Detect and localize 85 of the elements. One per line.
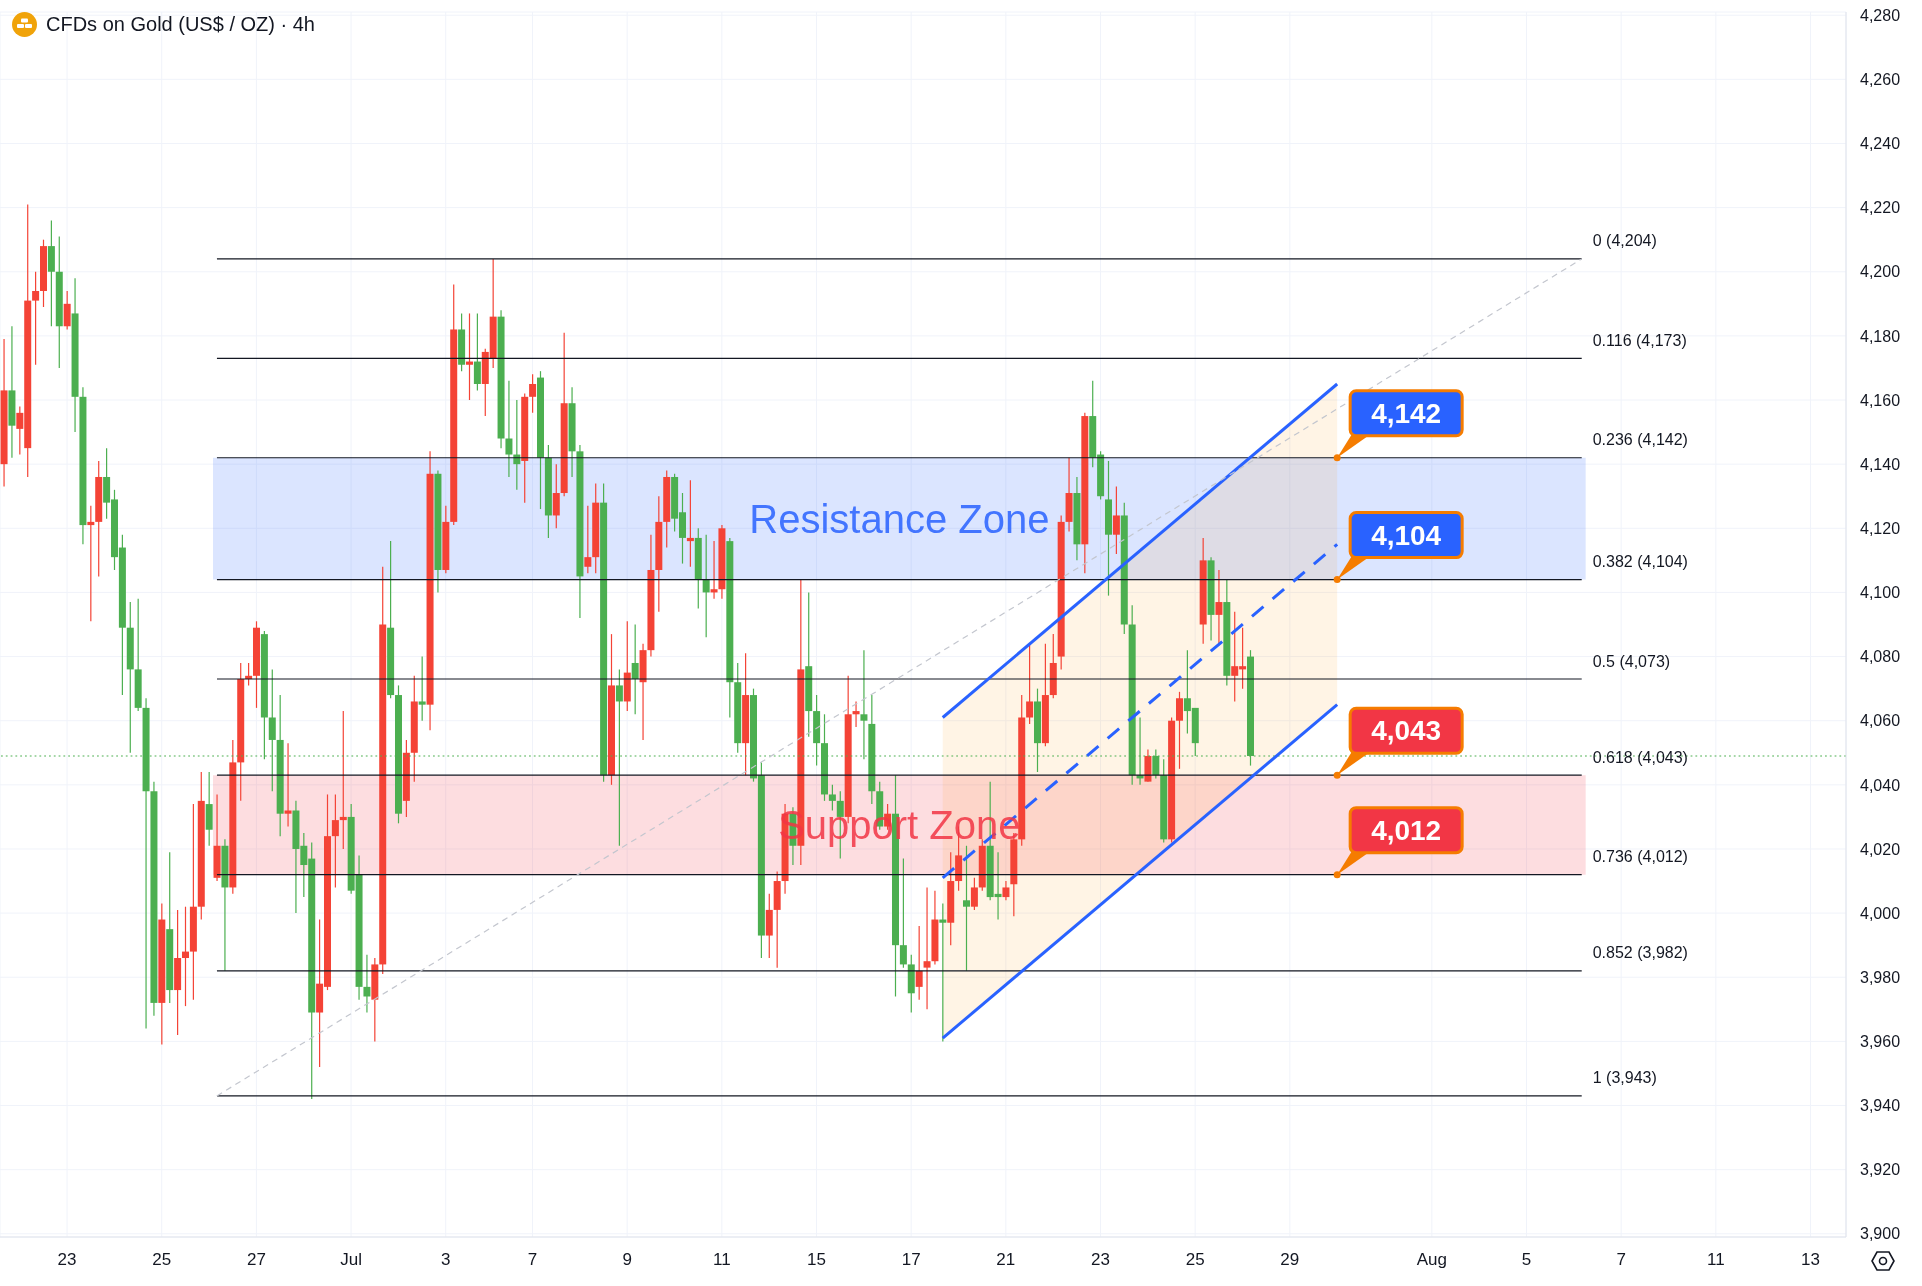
- x-tick-label: 23: [57, 1250, 77, 1270]
- candlestick: [852, 700, 860, 728]
- candlestick: [32, 271, 40, 366]
- candlestick: [631, 623, 639, 715]
- ref-line-label: 0 (4,204): [1592, 232, 1657, 250]
- band-label: Resistance Zone: [749, 496, 1050, 541]
- y-tick-label: 4,020: [1860, 840, 1901, 858]
- x-tick-label: 3: [440, 1250, 451, 1270]
- y-tick-label: 4,220: [1860, 199, 1901, 217]
- x-tick-label: 7: [527, 1250, 538, 1270]
- candlestick: [529, 373, 537, 414]
- candlestick: [963, 845, 970, 972]
- x-tick-label: 5: [1521, 1250, 1532, 1270]
- ref-line-label: 0.116 (4,173): [1592, 331, 1687, 349]
- annotation: 4,104: [1371, 519, 1442, 551]
- y-tick-label: 4,100: [1860, 584, 1901, 602]
- ref-line-label: 0.852 (3,982): [1592, 944, 1688, 962]
- x-tick-label: Aug: [1416, 1250, 1447, 1270]
- ref-line-label: 1 (3,943): [1592, 1069, 1657, 1087]
- x-tick-label: 17: [901, 1250, 921, 1270]
- candlestick: [552, 463, 560, 529]
- y-tick-label: 3,940: [1860, 1097, 1901, 1115]
- candlestick: [915, 925, 923, 1001]
- candlestick: [1002, 880, 1010, 901]
- y-tick-label: 3,980: [1860, 968, 1901, 986]
- candlestick: [923, 886, 931, 1010]
- candlestick: [686, 479, 694, 568]
- y-tick-label: 4,140: [1860, 455, 1901, 473]
- candlestick: [1026, 643, 1034, 725]
- y-tick-label: 4,200: [1860, 263, 1901, 281]
- candlestick: [1215, 569, 1223, 645]
- y-tick-label: 4,280: [1860, 6, 1901, 24]
- candlestick: [1112, 486, 1120, 555]
- x-tick-label: 27: [246, 1250, 266, 1270]
- y-tick-label: 3,920: [1860, 1161, 1901, 1179]
- candlestick: [702, 534, 710, 638]
- chart-title: CFDs on Gold (US$ / OZ) · 4h: [46, 12, 315, 37]
- x-tick-label: 15: [807, 1250, 826, 1270]
- candlestick: [87, 505, 95, 622]
- x-tick-label: 21: [996, 1250, 1016, 1270]
- y-tick-label: 4,160: [1860, 391, 1901, 409]
- annotation: 4,142: [1371, 397, 1442, 429]
- x-tick-label: 29: [1280, 1250, 1300, 1270]
- candlestick: [939, 902, 947, 1042]
- candlestick: [710, 540, 718, 600]
- ref-line-label: 0.618 (4,043): [1592, 748, 1688, 766]
- annotation: 4,043: [1371, 715, 1442, 747]
- ref-line-label: 0.5 (4,073): [1592, 652, 1671, 670]
- candlestick: [970, 877, 978, 911]
- x-tick-label: 23: [1091, 1250, 1110, 1270]
- y-tick-label: 4,000: [1860, 904, 1901, 922]
- candlestick: [63, 290, 71, 331]
- x-tick-label: 25: [1185, 1250, 1205, 1270]
- y-tick-label: 4,180: [1860, 327, 1901, 345]
- y-tick-label: 4,060: [1860, 712, 1901, 730]
- x-tick-label: 13: [1801, 1250, 1820, 1270]
- candlestick: [418, 655, 426, 722]
- candlestick: [284, 742, 292, 828]
- y-tick-label: 4,080: [1860, 648, 1901, 666]
- candlestick: [473, 312, 481, 391]
- candlestick: [331, 793, 339, 889]
- ref-line-label: 0.382 (4,104): [1592, 553, 1688, 571]
- x-tick-label: 25: [152, 1250, 172, 1270]
- candlestick: [363, 954, 371, 1014]
- y-tick-label: 3,900: [1860, 1225, 1901, 1243]
- annotation: 4,012: [1371, 814, 1442, 846]
- candlestick: [899, 858, 907, 969]
- y-tick-label: 4,260: [1860, 71, 1901, 89]
- x-tick-label: 9: [622, 1250, 632, 1270]
- ref-line-label: 0.736 (4,012): [1592, 848, 1688, 866]
- x-tick-label: 7: [1616, 1250, 1626, 1270]
- candlestick: [339, 710, 347, 850]
- candlestick: [1176, 691, 1183, 770]
- ref-line-label: 0.236 (4,142): [1592, 431, 1688, 449]
- x-tick-label: 11: [1707, 1250, 1725, 1270]
- x-tick-label: 11: [713, 1250, 731, 1270]
- candlestick: [505, 380, 513, 478]
- candlestick: [182, 906, 189, 1007]
- y-tick-label: 4,120: [1860, 519, 1901, 537]
- x-tick-label: Jul: [340, 1250, 362, 1270]
- y-tick-label: 4,040: [1860, 776, 1901, 794]
- candlestick: [466, 312, 473, 401]
- candlestick: [584, 505, 592, 574]
- y-tick-label: 3,960: [1860, 1033, 1901, 1051]
- y-tick-label: 4,240: [1860, 135, 1901, 153]
